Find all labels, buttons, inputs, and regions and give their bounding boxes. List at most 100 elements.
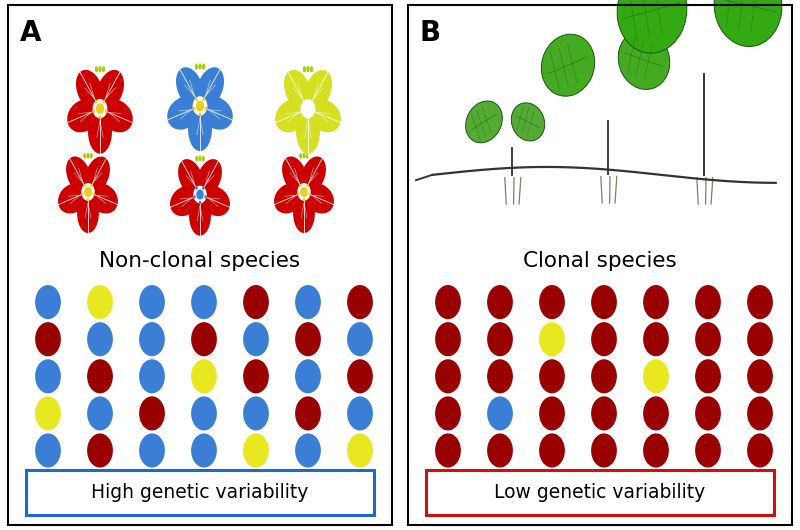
Circle shape <box>643 434 669 467</box>
Circle shape <box>487 322 513 356</box>
Circle shape <box>643 359 669 393</box>
Ellipse shape <box>201 96 233 130</box>
Circle shape <box>695 396 721 430</box>
Ellipse shape <box>310 66 314 73</box>
Ellipse shape <box>66 156 91 193</box>
Circle shape <box>92 192 95 196</box>
Circle shape <box>191 285 217 319</box>
Circle shape <box>35 322 61 356</box>
Circle shape <box>539 285 565 319</box>
Circle shape <box>202 187 205 190</box>
Circle shape <box>435 285 461 319</box>
Circle shape <box>695 359 721 393</box>
Circle shape <box>304 103 312 114</box>
Circle shape <box>591 322 617 356</box>
Circle shape <box>243 434 269 467</box>
Ellipse shape <box>309 99 341 132</box>
Circle shape <box>139 434 165 467</box>
Ellipse shape <box>274 183 303 214</box>
Ellipse shape <box>296 110 320 154</box>
Ellipse shape <box>511 103 545 141</box>
Ellipse shape <box>197 67 224 107</box>
Ellipse shape <box>299 153 302 158</box>
Circle shape <box>347 396 373 430</box>
Ellipse shape <box>86 153 90 158</box>
Circle shape <box>96 103 104 114</box>
Circle shape <box>591 285 617 319</box>
Ellipse shape <box>302 153 306 158</box>
Ellipse shape <box>67 99 99 132</box>
Ellipse shape <box>83 153 86 158</box>
Ellipse shape <box>202 156 205 161</box>
Circle shape <box>82 183 94 201</box>
Circle shape <box>298 183 310 201</box>
Ellipse shape <box>58 183 87 214</box>
Ellipse shape <box>714 0 782 47</box>
Ellipse shape <box>202 64 206 70</box>
Ellipse shape <box>88 110 112 154</box>
Circle shape <box>243 359 269 393</box>
Ellipse shape <box>189 196 211 236</box>
Ellipse shape <box>77 193 99 233</box>
Circle shape <box>102 100 105 103</box>
Circle shape <box>196 190 204 199</box>
Text: Low genetic variability: Low genetic variability <box>494 483 706 502</box>
Circle shape <box>300 187 308 197</box>
Ellipse shape <box>85 156 110 193</box>
Circle shape <box>87 434 113 467</box>
Ellipse shape <box>97 70 124 110</box>
Circle shape <box>196 101 204 111</box>
Circle shape <box>539 322 565 356</box>
Ellipse shape <box>195 156 198 161</box>
Circle shape <box>35 396 61 430</box>
Circle shape <box>198 113 202 117</box>
Circle shape <box>487 285 513 319</box>
Circle shape <box>487 434 513 467</box>
Ellipse shape <box>89 183 118 214</box>
Ellipse shape <box>170 186 199 216</box>
Text: B: B <box>420 19 441 47</box>
Circle shape <box>139 322 165 356</box>
Circle shape <box>93 110 95 113</box>
Circle shape <box>198 201 202 204</box>
Text: Clonal species: Clonal species <box>523 251 677 271</box>
Circle shape <box>205 107 207 110</box>
Circle shape <box>191 322 217 356</box>
Ellipse shape <box>167 96 199 130</box>
Circle shape <box>747 285 773 319</box>
Circle shape <box>194 186 206 204</box>
Circle shape <box>35 359 61 393</box>
Circle shape <box>695 434 721 467</box>
Ellipse shape <box>90 153 93 158</box>
Circle shape <box>204 195 207 199</box>
Circle shape <box>139 285 165 319</box>
Circle shape <box>299 184 302 187</box>
Circle shape <box>193 107 195 110</box>
Circle shape <box>93 99 107 118</box>
Ellipse shape <box>466 101 502 143</box>
Circle shape <box>191 396 217 430</box>
Circle shape <box>539 434 565 467</box>
Circle shape <box>306 116 310 119</box>
Circle shape <box>747 359 773 393</box>
Circle shape <box>98 116 102 119</box>
Circle shape <box>301 110 303 113</box>
Circle shape <box>747 322 773 356</box>
Ellipse shape <box>102 66 106 73</box>
Circle shape <box>747 434 773 467</box>
Ellipse shape <box>293 193 315 233</box>
Ellipse shape <box>305 183 334 214</box>
Circle shape <box>591 434 617 467</box>
Circle shape <box>81 192 84 196</box>
Text: Non-clonal species: Non-clonal species <box>99 251 301 271</box>
Circle shape <box>84 187 92 197</box>
Ellipse shape <box>198 155 202 161</box>
Circle shape <box>539 359 565 393</box>
Circle shape <box>297 192 300 196</box>
Ellipse shape <box>94 66 98 73</box>
Circle shape <box>487 359 513 393</box>
Circle shape <box>591 359 617 393</box>
Circle shape <box>139 396 165 430</box>
Circle shape <box>295 359 321 393</box>
Ellipse shape <box>188 107 212 151</box>
